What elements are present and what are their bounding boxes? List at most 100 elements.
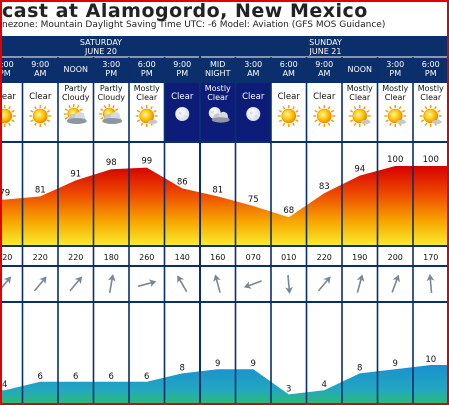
wind-direction: 070	[246, 253, 261, 262]
wind-speed-value: 4	[2, 380, 7, 390]
west-arrow-icon	[243, 280, 262, 289]
wind-speed-value: 6	[38, 372, 43, 382]
wind-direction: 160	[210, 253, 225, 262]
sky-label: Clear	[313, 92, 336, 102]
time-label-bottom: PM	[105, 69, 117, 78]
northeast-arrow-icon	[33, 276, 47, 292]
sky-label: Clear	[2, 92, 16, 102]
wind-direction: 010	[281, 253, 296, 262]
model-info: nezone: Mountain Daylight Saving Time UT…	[2, 20, 386, 30]
sky-label: Clear	[242, 92, 265, 102]
sky-label-top: Mostly	[418, 84, 444, 93]
day-date: JUNE 20	[84, 47, 117, 56]
north-arrow-icon	[391, 274, 401, 293]
sun-icon	[313, 105, 336, 127]
sky-label-bottom: Clear	[349, 93, 371, 102]
temperature-value: 100	[423, 155, 439, 165]
sky-label-bottom: Clear	[207, 93, 229, 102]
wind-speed-value: 8	[180, 363, 185, 373]
mostly-clear-icon	[384, 105, 407, 127]
time-label-top: 6:00	[422, 60, 440, 69]
wind-direction: 220	[2, 253, 12, 262]
mostly-clear-icon	[419, 105, 442, 127]
south-arrow-icon	[285, 274, 293, 294]
northwest-arrow-icon	[177, 275, 188, 293]
wind-direction: 180	[104, 253, 119, 262]
sky-label-bottom: Clear	[420, 93, 442, 102]
temperature-value: 79	[2, 189, 10, 199]
partly-cloudy-icon	[63, 104, 87, 124]
wind-speed-value: 6	[109, 372, 114, 382]
northeast-arrow-icon	[317, 276, 331, 292]
day-date: JUNE 21	[309, 47, 342, 56]
mostly-clear-icon	[348, 105, 371, 127]
sky-label-bottom: Cloudy	[97, 93, 125, 102]
page-title: cast at Alamogordo, New Mexico	[2, 0, 368, 22]
sky-label-top: Mostly	[205, 84, 231, 93]
mostly-clear-icon	[135, 105, 158, 127]
wind-direction: 140	[175, 253, 190, 262]
temperature-value: 81	[35, 185, 46, 195]
time-label-bottom: PM	[2, 69, 11, 78]
time-label-bottom: AM	[318, 69, 330, 78]
moon-icon	[246, 107, 261, 121]
wind-direction: 190	[352, 253, 367, 262]
wind-direction: 260	[139, 253, 154, 262]
sky-label-top: Mostly	[347, 84, 373, 93]
sky-label-top: Mostly	[382, 84, 408, 93]
sun-icon	[2, 105, 16, 127]
time-label-bottom: AM	[283, 69, 295, 78]
wind-direction: 220	[68, 253, 83, 262]
sun-icon	[29, 105, 52, 127]
wind-speed-area	[2, 365, 447, 403]
partly-cloudy-icon	[99, 104, 123, 124]
sky-label: Clear	[171, 92, 194, 102]
temperature-area	[2, 166, 447, 246]
wind-speed-value: 6	[73, 372, 78, 382]
time-label-top: 9:00	[31, 60, 49, 69]
north-arrow-icon	[356, 274, 365, 293]
time-label-top: 3:00	[102, 60, 120, 69]
time-label-top: 6:00	[2, 60, 14, 69]
day-name: SUNDAY	[309, 38, 342, 47]
time-label-bottom: NIGHT	[205, 69, 231, 78]
east-arrow-icon	[137, 279, 157, 288]
temperature-value: 91	[70, 169, 81, 179]
header-band	[2, 36, 447, 82]
temperature-value: 75	[248, 195, 259, 205]
wind-direction: 200	[388, 253, 403, 262]
sky-label-bottom: Cloudy	[62, 93, 90, 102]
time-label-top: 9:00	[173, 60, 191, 69]
temperature-value: 81	[212, 185, 223, 195]
time-label-top: 3:00	[244, 60, 262, 69]
time-label-single: NOON	[347, 65, 372, 74]
moon-icon	[175, 107, 190, 121]
wind-speed-value: 8	[357, 363, 362, 373]
wind-direction: 170	[423, 253, 438, 262]
temperature-value: 83	[319, 182, 330, 192]
northeast-arrow-icon	[2, 276, 12, 292]
temperature-value: 94	[354, 165, 365, 175]
time-label-top: 6:00	[280, 60, 298, 69]
wind-speed-value: 10	[425, 355, 436, 365]
north-arrow-icon	[107, 274, 116, 294]
wind-speed-value: 9	[251, 359, 256, 369]
sky-label-top: Partly	[64, 84, 87, 93]
time-label-top: 9:00	[315, 60, 333, 69]
temperature-value: 86	[177, 177, 188, 187]
time-label-bottom: AM	[247, 69, 259, 78]
temperature-value: 68	[283, 206, 294, 216]
